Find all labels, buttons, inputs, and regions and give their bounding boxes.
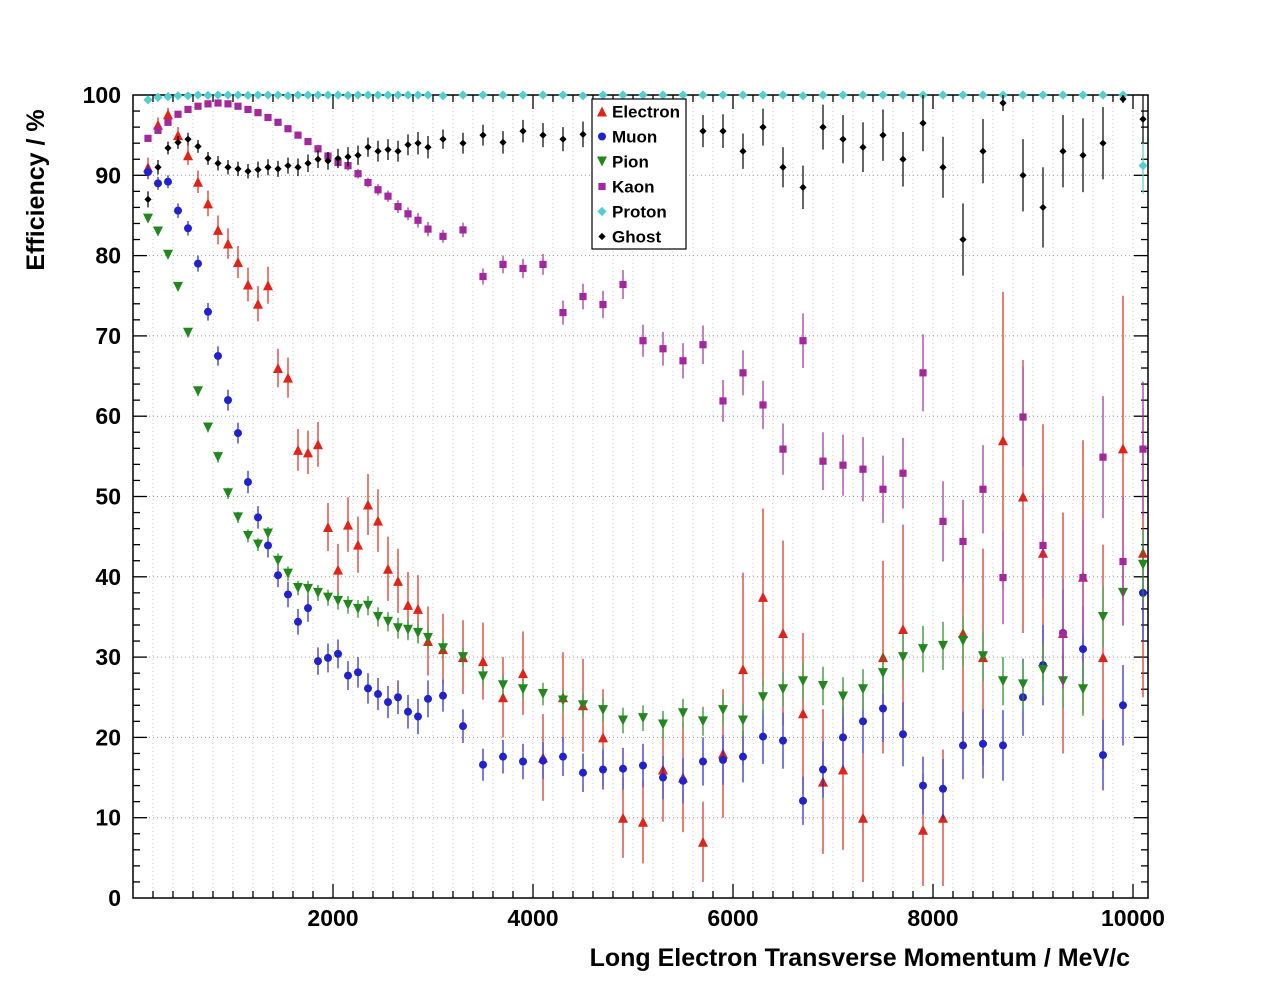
- x-axis-title: Long Electron Transverse Momentum / MeV/…: [590, 944, 1131, 972]
- legend-item-muon: Muon: [598, 128, 657, 147]
- legend-box: [591, 98, 687, 250]
- x-tick-label: 2000: [307, 905, 358, 931]
- legend-item-pion: Pion: [597, 153, 649, 172]
- x-tick-label: 4000: [507, 905, 558, 931]
- y-tick-label: 10: [95, 805, 121, 831]
- legend-label: Muon: [612, 128, 657, 147]
- y-tick-label: 50: [95, 484, 121, 510]
- y-tick-label: 0: [108, 885, 121, 911]
- y-tick-label: 80: [95, 243, 121, 269]
- y-axis-title: Efficiency / %: [22, 109, 50, 270]
- x-tick-label: 8000: [907, 905, 958, 931]
- y-tick-label: 60: [95, 403, 121, 429]
- y-tick-label: 90: [95, 162, 121, 188]
- legend-item-ghost: Ghost: [598, 228, 661, 247]
- legend-item-electron: Electron: [597, 103, 680, 122]
- legend-label: Pion: [612, 153, 649, 172]
- x-tick-label: 10000: [1101, 905, 1165, 931]
- y-tick-label: 40: [95, 564, 121, 590]
- y-tick-labels: 0 10 20 30 40 50 60 70 80 90 100: [83, 82, 121, 911]
- y-tick-label: 20: [95, 724, 121, 750]
- x-tick-labels: 2000 4000 6000 8000 10000: [307, 905, 1165, 931]
- series-kaon: [144, 99, 1147, 689]
- legend-label: Proton: [612, 203, 667, 222]
- legend-label: Ghost: [612, 228, 661, 247]
- legend-item-proton: Proton: [597, 203, 667, 222]
- axis-ticks: [133, 95, 1148, 898]
- legend-item-kaon: Kaon: [598, 178, 655, 197]
- y-tick-label: 30: [95, 644, 121, 670]
- y-tick-label: 100: [83, 82, 121, 108]
- legend-label: Electron: [612, 103, 680, 122]
- legend-label: Kaon: [612, 178, 655, 197]
- series-pion: [143, 213, 1148, 739]
- x-tick-label: 6000: [707, 905, 758, 931]
- legend: Electron Muon Pion Kaon Proton Ghost: [591, 98, 687, 250]
- series-proton: [143, 90, 1148, 194]
- y-tick-label: 70: [95, 323, 121, 349]
